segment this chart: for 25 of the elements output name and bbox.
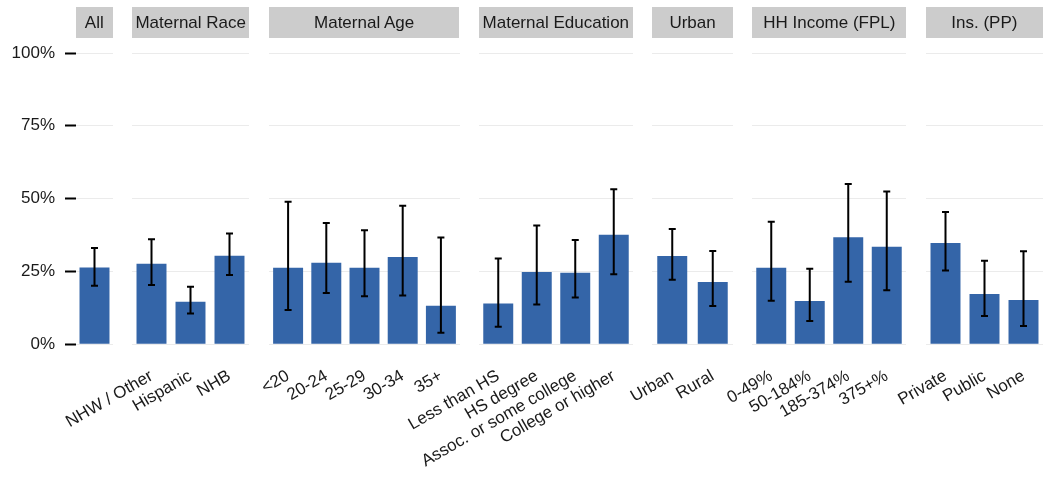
bar: [795, 300, 826, 344]
bar: [272, 267, 303, 344]
chart-title: HH Income (FPL): [763, 12, 896, 34]
bar: [598, 234, 629, 344]
y-tick-label: 100%: [11, 42, 55, 62]
bar: [311, 262, 342, 344]
chart-title: Urban: [669, 12, 716, 34]
bar: [756, 267, 787, 344]
chart-title: Maternal Age: [314, 12, 415, 34]
bar: [521, 272, 552, 344]
y-tick-label: 50%: [20, 188, 55, 208]
bar: [349, 267, 380, 344]
chart-title: All: [84, 12, 104, 34]
x-tick-label: NHB: [193, 365, 234, 401]
y-tick-label: 0%: [30, 333, 55, 353]
y-tick-label: 75%: [20, 115, 55, 135]
chart-title: Ins. (PP): [951, 12, 1018, 34]
bar: [483, 303, 514, 344]
bar: [560, 272, 591, 344]
bar: [387, 256, 418, 344]
y-tick-label: 25%: [20, 260, 55, 280]
bar: [872, 246, 903, 344]
x-tick-label: 35+: [410, 365, 446, 397]
bar: [425, 305, 456, 344]
bar: [833, 237, 864, 344]
